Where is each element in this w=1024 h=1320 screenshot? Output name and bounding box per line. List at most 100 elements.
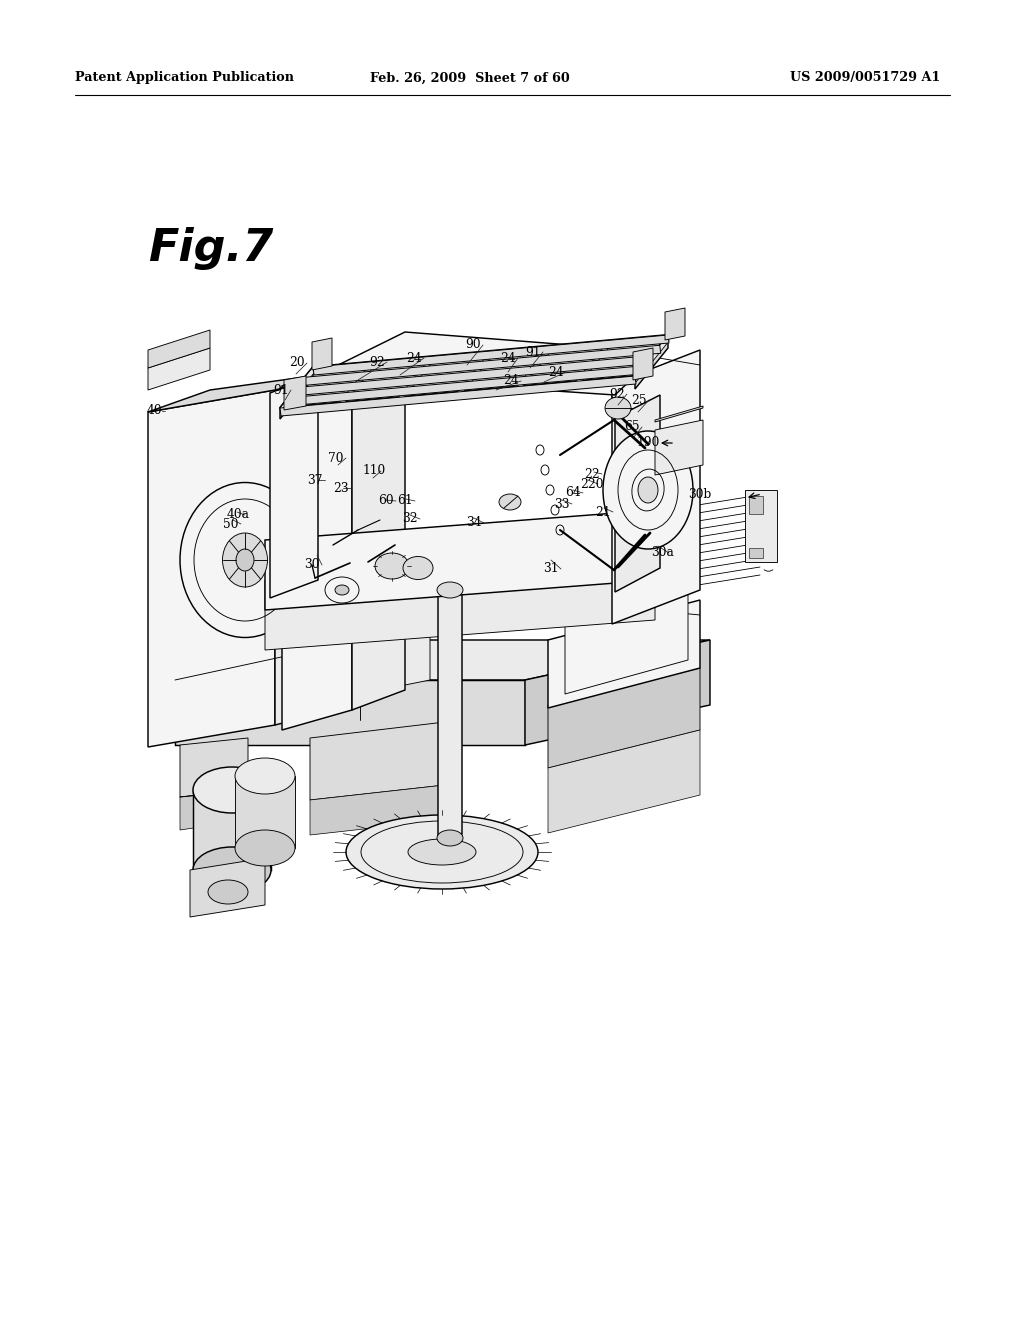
Polygon shape [655,420,703,475]
Ellipse shape [208,880,248,904]
Polygon shape [148,330,210,368]
Polygon shape [280,367,313,418]
Polygon shape [310,722,445,800]
Text: Feb. 26, 2009  Sheet 7 of 60: Feb. 26, 2009 Sheet 7 of 60 [370,71,570,84]
Polygon shape [665,308,685,341]
Polygon shape [615,395,660,591]
Polygon shape [612,350,700,624]
Polygon shape [339,362,373,409]
Polygon shape [148,389,275,747]
Text: 30a: 30a [651,546,674,560]
Polygon shape [655,407,703,422]
Text: 22: 22 [584,467,600,480]
Ellipse shape [236,549,254,572]
Text: 20: 20 [289,356,304,370]
Text: Patent Application Publication: Patent Application Publication [75,71,294,84]
Polygon shape [318,333,660,395]
Polygon shape [265,550,655,649]
Text: 60: 60 [378,495,393,507]
Polygon shape [548,601,700,615]
Ellipse shape [193,767,271,813]
Text: 31: 31 [543,562,558,576]
Polygon shape [175,680,525,744]
Polygon shape [148,348,210,389]
Polygon shape [313,335,669,375]
Text: 90: 90 [465,338,480,351]
Ellipse shape [605,397,631,418]
Polygon shape [193,789,271,870]
Polygon shape [275,370,355,725]
Polygon shape [297,355,652,396]
Ellipse shape [234,830,295,866]
Polygon shape [458,351,492,399]
Text: Fig.7: Fig.7 [148,227,273,269]
Text: 220: 220 [580,478,603,491]
Bar [749,548,763,558]
Text: 24: 24 [503,375,519,388]
Polygon shape [282,346,406,388]
Ellipse shape [222,533,267,587]
Polygon shape [180,789,248,830]
Ellipse shape [437,582,463,598]
Ellipse shape [180,483,310,638]
Polygon shape [612,350,700,366]
Polygon shape [265,510,655,610]
Ellipse shape [234,758,295,795]
Text: 23: 23 [333,482,348,495]
Text: 110: 110 [362,465,386,478]
Text: 30b: 30b [688,487,712,500]
Ellipse shape [325,577,359,603]
Text: 64: 64 [565,487,581,499]
Text: 92: 92 [609,388,625,400]
Polygon shape [280,367,314,414]
Text: 24: 24 [406,351,422,364]
Polygon shape [284,376,306,411]
Text: 40a: 40a [227,508,250,521]
Polygon shape [575,341,610,387]
Bar [745,490,777,562]
Text: 91: 91 [273,384,289,396]
Polygon shape [352,348,406,710]
Ellipse shape [403,557,433,579]
Text: 24: 24 [500,351,516,364]
Polygon shape [288,366,644,405]
Ellipse shape [335,585,349,595]
Polygon shape [280,335,668,408]
Text: 190: 190 [637,437,660,450]
Polygon shape [635,335,669,381]
Polygon shape [525,640,710,744]
Text: 25: 25 [631,393,646,407]
Polygon shape [270,375,318,598]
Polygon shape [565,578,688,694]
Text: 32: 32 [402,512,418,525]
Text: 65: 65 [624,421,640,433]
Polygon shape [340,620,430,698]
Text: 92: 92 [369,355,385,368]
Text: US 2009/0051729 A1: US 2009/0051729 A1 [790,71,940,84]
Polygon shape [310,785,445,836]
Polygon shape [280,376,636,416]
Polygon shape [635,335,668,389]
Ellipse shape [499,494,521,510]
Polygon shape [438,586,462,838]
Text: 21: 21 [595,506,610,519]
Polygon shape [398,356,432,404]
Polygon shape [548,730,700,833]
Polygon shape [175,640,710,680]
Polygon shape [234,776,295,847]
Text: 37: 37 [307,474,323,487]
Text: 61: 61 [397,495,413,507]
Ellipse shape [408,840,476,865]
Text: 70: 70 [328,451,343,465]
Polygon shape [282,368,352,730]
Polygon shape [548,601,700,708]
Ellipse shape [603,432,693,549]
Ellipse shape [346,814,538,888]
Text: 91: 91 [525,346,541,359]
Polygon shape [305,346,660,385]
Polygon shape [148,370,355,412]
Ellipse shape [375,553,409,579]
Polygon shape [180,738,248,797]
Text: 30: 30 [304,558,319,572]
Ellipse shape [437,830,463,846]
